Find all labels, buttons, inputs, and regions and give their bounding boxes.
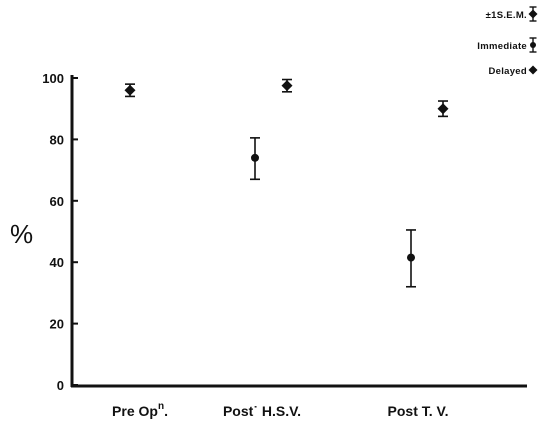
y-tick-label: 100	[42, 71, 64, 86]
legend-marker-diamond	[528, 65, 538, 75]
point-immediate	[407, 253, 415, 262]
y-tick-label: 60	[50, 194, 64, 209]
category-label: Pre Opn.	[112, 401, 168, 419]
y-tick-label: 20	[50, 317, 64, 332]
legend-label: Immediate	[477, 41, 527, 52]
legend-marker-diamond	[528, 9, 538, 19]
axes	[70, 75, 527, 388]
point-delayed	[281, 80, 293, 92]
y-tick-label: 80	[50, 132, 64, 147]
legend-label: Delayed	[488, 66, 527, 77]
point-delayed	[124, 84, 136, 96]
legend-label: ±1S.E.M.	[486, 10, 527, 21]
point-immediate	[251, 153, 259, 162]
data-marks	[124, 78, 449, 288]
y-tick-label: 40	[50, 255, 64, 270]
y-tick-label: 0	[57, 378, 64, 393]
point-delayed	[437, 103, 449, 115]
y-axis-label: %	[10, 219, 33, 249]
legend: ±1S.E.M. Immediate Delayed	[477, 6, 538, 77]
category-labels: Pre Opn. Post˙ H.S.V. Post T. V.	[112, 401, 448, 419]
y-ticks: 0 20 40 60 80 100	[42, 71, 78, 393]
category-label: Post T. V.	[388, 403, 449, 419]
category-label: Post˙ H.S.V.	[223, 403, 301, 419]
legend-marker-circle	[530, 42, 536, 48]
